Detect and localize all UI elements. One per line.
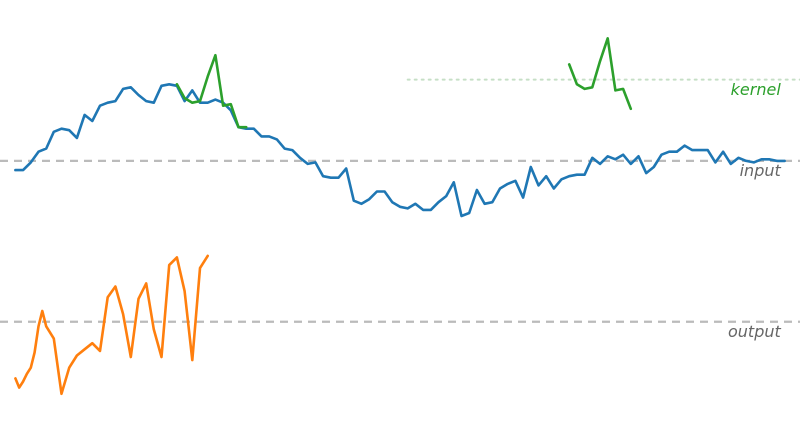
labels: kernel input output <box>728 80 782 341</box>
input-label: input <box>740 161 782 180</box>
output-line <box>14 254 209 396</box>
series-group <box>14 36 786 396</box>
kernel-left-line <box>175 53 248 129</box>
output-label: output <box>728 322 782 341</box>
baselines <box>0 78 800 323</box>
kernel-label: kernel <box>731 80 782 99</box>
input-line <box>14 83 786 218</box>
kernel-right-line <box>567 36 633 111</box>
